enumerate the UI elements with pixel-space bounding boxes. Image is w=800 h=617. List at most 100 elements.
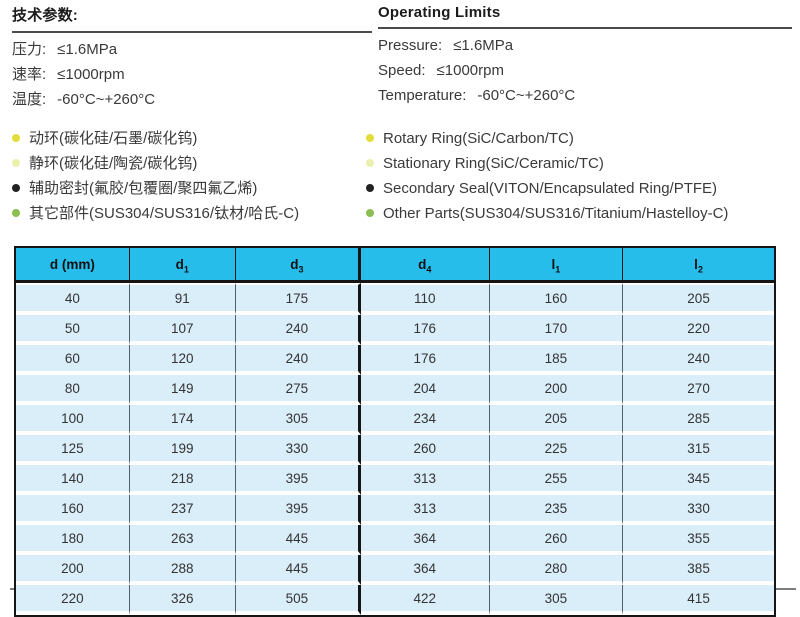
other-parts-en: Other Parts(SUS304/SUS316/Titanium/Haste…: [383, 205, 729, 222]
table-cell: 330: [623, 495, 774, 525]
table-row: 220 326 505 422 305 415: [16, 585, 774, 615]
other-parts-zh: 其它部件(SUS304/SUS316/钛材/哈氏-C): [29, 205, 300, 222]
table-cell: 50: [16, 315, 130, 345]
header-base: d: [49, 256, 59, 272]
table-row: 160 237 395 313 235 330: [16, 495, 774, 525]
black-bullet-icon: [12, 184, 20, 192]
speed-value-en: ≤1000rpm: [436, 62, 504, 79]
green-bullet-icon: [366, 209, 374, 217]
header-sub: 2: [697, 264, 703, 275]
temperature-label-en: Temperature:: [378, 87, 467, 104]
table-cell: 100: [16, 405, 130, 435]
table-cell: 285: [623, 405, 774, 435]
speed-label-en: Speed:: [378, 62, 426, 79]
table-cell: 260: [360, 435, 490, 465]
list-item: Other Parts(SUS304/SUS316/Titanium/Haste…: [366, 201, 728, 226]
table-cell: 175: [235, 283, 361, 315]
table-cell: 235: [489, 495, 624, 525]
table-row: 125 199 330 260 225 315: [16, 435, 774, 465]
materials-list-zh: 动环(碳化硅/石墨/碳化钨) 静环(碳化硅/陶瓷/碳化钨) 辅助密封(氟胶/包覆…: [12, 126, 299, 226]
operating-limits-title-text: Operating Limits: [378, 4, 501, 21]
table-cell: 110: [360, 283, 490, 315]
header-base: d: [290, 256, 299, 272]
table-cell: 204: [360, 375, 490, 405]
list-item: Stationary Ring(SiC/Ceramic/TC): [366, 151, 728, 176]
table-cell: 170: [489, 315, 624, 345]
table-cell: 288: [129, 555, 236, 585]
table-cell: 240: [623, 345, 774, 375]
header-base: d: [175, 256, 184, 272]
tech-params-zh-section: 技术参数: 压力: ≤1.6MPa 速率: ≤1000rpm 温度: -60°C~+2…: [12, 4, 372, 112]
secondary-seal-zh: 辅助密封(氟胶/包覆圈/聚四氟乙烯): [29, 180, 258, 197]
table-cell: 505: [235, 585, 361, 615]
table-cell: 200: [489, 375, 624, 405]
table-cell: 305: [235, 405, 361, 435]
rotary-ring-en: Rotary Ring(SiC/Carbon/TC): [383, 130, 574, 147]
table-cell: 234: [360, 405, 490, 435]
table-cell: 330: [235, 435, 361, 465]
table-cell: 415: [623, 585, 774, 615]
list-item: 动环(碳化硅/石墨/碳化钨): [12, 126, 299, 151]
table-cell: 313: [360, 465, 490, 495]
list-item: 辅助密封(氟胶/包覆圈/聚四氟乙烯): [12, 176, 299, 201]
tech-params-zh-lines: 压力: ≤1.6MPa 速率: ≤1000rpm 温度: -60°C~+260°C: [12, 33, 372, 112]
table-cell: 445: [235, 555, 361, 585]
table-cell: 270: [623, 375, 774, 405]
header-suffix: (mm): [58, 256, 95, 272]
table-cell: 385: [623, 555, 774, 585]
table-cell: 160: [489, 283, 624, 315]
stationary-ring-zh: 静环(碳化硅/陶瓷/碳化钨): [29, 155, 198, 172]
speed-line-en: Speed: ≤1000rpm: [378, 58, 792, 83]
table-cell: 364: [360, 525, 490, 555]
col-header-d4: d4: [360, 248, 490, 283]
table-cell: 263: [129, 525, 236, 555]
table-cell: 125: [16, 435, 130, 465]
table-cell: 218: [129, 465, 236, 495]
header-row: d (mm) d1 d3 d4 l1 l2: [16, 248, 774, 283]
secondary-seal-en: Secondary Seal(VITON/Encapsulated Ring/P…: [383, 180, 718, 197]
table-cell: 240: [235, 315, 361, 345]
table-cell: 275: [235, 375, 361, 405]
operating-limits-title: Operating Limits: [378, 4, 792, 29]
tech-params-zh-title: 技术参数:: [12, 4, 372, 33]
table-cell: 107: [129, 315, 236, 345]
table-cell: 80: [16, 375, 130, 405]
table-cell: 40: [16, 283, 130, 315]
col-header-d1: d1: [129, 248, 236, 283]
operating-limits-section: Operating Limits Pressure: ≤1.6MPa Speed:…: [378, 4, 792, 108]
table-row: 40 91 175 110 160 205: [16, 283, 774, 315]
pressure-line-zh: 压力: ≤1.6MPa: [12, 37, 372, 62]
table-cell: 176: [360, 345, 490, 375]
catalog-page: { "tech_specs": { "zh": { "title": "技术参数…: [10, 4, 796, 617]
header-base: l: [694, 256, 698, 272]
table-row: 200 288 445 364 280 385: [16, 555, 774, 585]
dimension-table-body: 40 91 175 110 160 205 50 107 240 176 170 220 60 120 24…: [16, 283, 774, 615]
pressure-line-en: Pressure: ≤1.6MPa: [378, 33, 792, 58]
tech-params-zh-title-text: 技术参数:: [12, 7, 78, 24]
header-sub: 1: [555, 264, 561, 275]
dimension-table: d (mm) d1 d3 d4 l1 l2 40 91 175 110 160 205 50…: [14, 246, 776, 617]
table-cell: 140: [16, 465, 130, 495]
pale-yellow-bullet-icon: [366, 159, 374, 167]
table-cell: 305: [489, 585, 624, 615]
table-cell: 445: [235, 525, 361, 555]
table-cell: 174: [129, 405, 236, 435]
table-cell: 220: [16, 585, 130, 615]
table-cell: 120: [129, 345, 236, 375]
col-header-d3: d3: [235, 248, 361, 283]
black-bullet-icon: [366, 184, 374, 192]
table-cell: 176: [360, 315, 490, 345]
table-cell: 91: [129, 283, 236, 315]
table-cell: 422: [360, 585, 490, 615]
table-row: 60 120 240 176 185 240: [16, 345, 774, 375]
temperature-value-en: -60°C~+260°C: [477, 87, 576, 104]
table-cell: 149: [129, 375, 236, 405]
temperature-label-zh: 温度:: [12, 91, 47, 108]
table-cell: 185: [489, 345, 624, 375]
table-row: 80 149 275 204 200 270: [16, 375, 774, 405]
temperature-line-en: Temperature: -60°C~+260°C: [378, 83, 792, 108]
rotary-ring-zh: 动环(碳化硅/石墨/碳化钨): [29, 130, 198, 147]
pressure-value-en: ≤1.6MPa: [453, 37, 514, 54]
list-item: 其它部件(SUS304/SUS316/钛材/哈氏-C): [12, 201, 299, 226]
header-sub: 1: [183, 264, 189, 275]
